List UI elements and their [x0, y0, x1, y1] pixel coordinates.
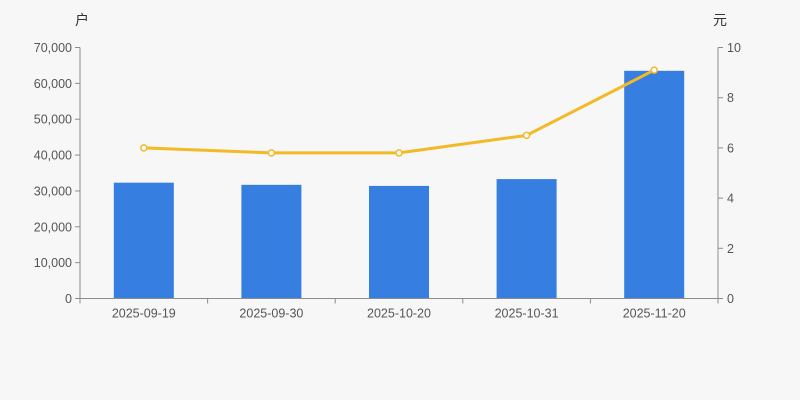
left-axis-tick-label: 70,000	[34, 41, 72, 55]
left-axis-tick-label: 20,000	[34, 220, 72, 234]
line-marker-2025-09-30	[267, 149, 276, 157]
left-axis-tick-label: 50,000	[34, 113, 72, 127]
bar-2025-11-20	[624, 70, 685, 299]
right-axis-tick-label: 8	[727, 91, 734, 105]
x-axis-label: 2025-09-30	[239, 307, 303, 321]
left-axis-tick-label: 10,000	[34, 256, 72, 270]
line-marker-2025-10-20	[395, 149, 403, 157]
right-axis-tick-label: 10	[727, 41, 741, 55]
left-axis-tick-label: 40,000	[34, 149, 72, 163]
left-axis-tick-label: 0	[65, 292, 72, 306]
line-marker-2025-09-19	[140, 144, 148, 152]
left-axis-tick-label: 30,000	[34, 184, 72, 198]
right-axis-tick-label: 4	[727, 192, 734, 206]
right-axis-tick-label: 2	[727, 242, 734, 256]
x-axis-label: 2025-10-20	[367, 307, 431, 321]
x-axis-label: 2025-09-19	[112, 307, 176, 321]
bar-2025-10-20	[369, 185, 429, 299]
left-axis-title: 户	[75, 12, 89, 28]
right-axis-title: 元	[713, 12, 727, 28]
bar-2025-09-30	[241, 184, 302, 299]
x-axis-label: 2025-11-20	[623, 307, 686, 321]
bar-2025-09-19	[113, 182, 174, 299]
right-axis-tick-label: 0	[727, 292, 734, 306]
right-axis-tick-label: 6	[727, 141, 734, 155]
x-axis-label: 2025-10-31	[495, 307, 559, 321]
line-series	[142, 68, 656, 155]
bar-2025-10-31	[496, 179, 557, 299]
left-axis-tick-label: 60,000	[34, 77, 72, 91]
line-marker-2025-10-31	[522, 131, 531, 140]
line-marker-2025-11-20	[650, 66, 658, 74]
